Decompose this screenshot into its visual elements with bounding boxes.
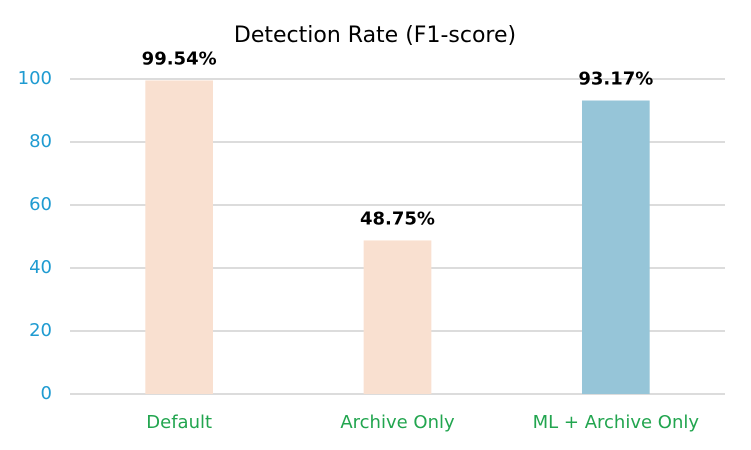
x-tick-label: Default (146, 412, 212, 433)
value-label: 99.54% (142, 48, 217, 69)
y-tick-label: 60 (29, 194, 52, 215)
y-tick-label: 100 (18, 68, 52, 89)
y-tick-label: 20 (29, 320, 52, 341)
value-label: 93.17% (578, 69, 653, 90)
y-tick-label: 80 (29, 131, 52, 152)
y-tick-label: 40 (29, 257, 52, 278)
x-tick-label: Archive Only (340, 412, 455, 433)
bar (145, 80, 214, 394)
chart-title: Detection Rate (F1-score) (234, 23, 516, 48)
x-tick-label: ML + Archive Only (533, 412, 700, 433)
y-tick-label: 0 (41, 383, 52, 404)
bar (581, 100, 650, 395)
bar (363, 240, 432, 394)
value-label: 48.75% (360, 208, 435, 229)
